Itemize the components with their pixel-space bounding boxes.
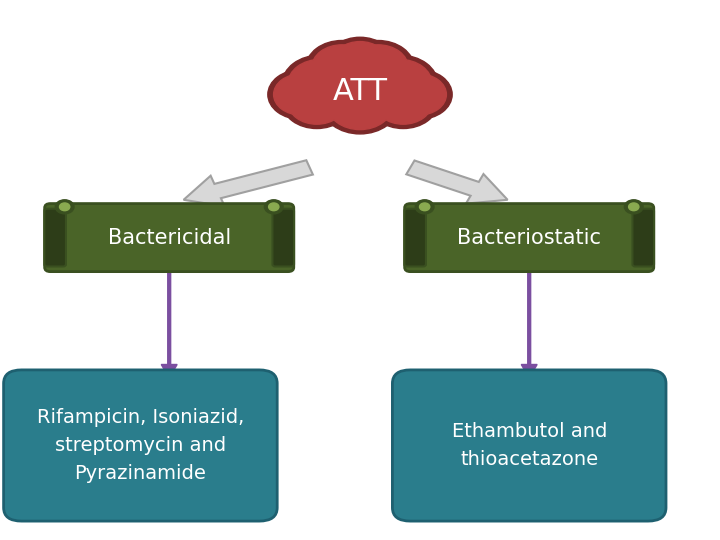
FancyBboxPatch shape [405, 204, 654, 272]
Circle shape [392, 74, 446, 115]
Circle shape [269, 203, 279, 211]
Circle shape [322, 77, 398, 134]
Text: Bactericidal: Bactericidal [107, 227, 231, 248]
Circle shape [333, 42, 387, 83]
Circle shape [312, 45, 372, 90]
Circle shape [624, 200, 643, 214]
Circle shape [342, 40, 414, 94]
Circle shape [306, 40, 378, 94]
Circle shape [348, 45, 408, 90]
Circle shape [374, 81, 432, 124]
Circle shape [361, 55, 438, 112]
FancyBboxPatch shape [405, 208, 426, 266]
FancyArrow shape [184, 160, 313, 206]
Text: ATT: ATT [333, 77, 387, 106]
Circle shape [369, 77, 438, 129]
Circle shape [629, 203, 639, 211]
Text: Rifampicin, Isoniazid,
streptomycin and
Pyrazinamide: Rifampicin, Isoniazid, streptomycin and … [37, 408, 244, 483]
Circle shape [327, 37, 393, 87]
Circle shape [268, 70, 334, 119]
FancyBboxPatch shape [4, 370, 277, 521]
Text: Bacteriostatic: Bacteriostatic [457, 227, 601, 248]
Circle shape [274, 74, 328, 115]
Circle shape [288, 81, 346, 124]
Circle shape [328, 81, 392, 130]
Circle shape [367, 59, 432, 108]
FancyBboxPatch shape [45, 208, 66, 266]
Circle shape [282, 55, 359, 112]
Circle shape [415, 200, 434, 214]
Circle shape [320, 62, 400, 122]
FancyBboxPatch shape [392, 370, 666, 521]
Circle shape [282, 77, 351, 129]
Circle shape [55, 200, 74, 214]
FancyArrow shape [521, 273, 537, 378]
Circle shape [315, 58, 405, 126]
Circle shape [264, 200, 283, 214]
FancyArrow shape [406, 160, 508, 204]
Circle shape [420, 203, 430, 211]
Circle shape [60, 203, 70, 211]
Circle shape [288, 59, 353, 108]
Circle shape [386, 70, 452, 119]
Text: Ethambutol and
thioacetazone: Ethambutol and thioacetazone [451, 422, 607, 469]
FancyBboxPatch shape [272, 208, 294, 266]
FancyArrow shape [161, 273, 177, 378]
FancyBboxPatch shape [632, 208, 654, 266]
FancyBboxPatch shape [45, 204, 294, 272]
